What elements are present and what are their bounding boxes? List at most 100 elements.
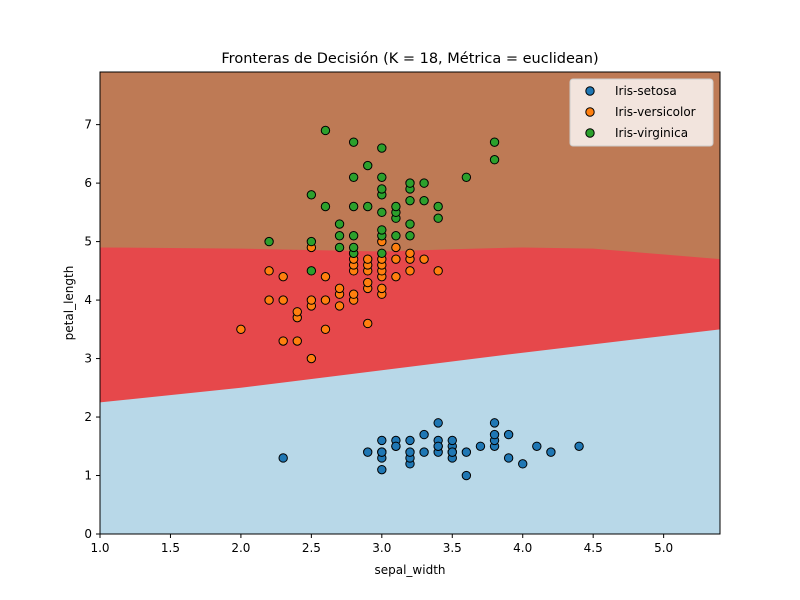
legend-marker-iris-versicolor — [585, 107, 595, 117]
point-iris-versicolor — [292, 307, 302, 317]
point-iris-versicolor — [292, 336, 302, 346]
point-iris-setosa — [546, 447, 556, 457]
point-iris-versicolor — [264, 266, 274, 276]
point-iris-versicolor — [391, 242, 401, 253]
point-iris-versicolor — [363, 318, 373, 329]
y-tick-label: 2 — [84, 410, 92, 424]
x-tick-label: 4.0 — [513, 541, 532, 555]
point-iris-virginica — [306, 190, 317, 200]
point-iris-versicolor — [348, 289, 359, 299]
x-tick-label: 3.0 — [372, 541, 391, 555]
point-iris-virginica — [363, 160, 373, 171]
y-tick-label: 6 — [84, 176, 92, 190]
point-iris-setosa — [489, 418, 500, 428]
point-iris-virginica — [377, 143, 387, 153]
point-iris-setosa — [405, 435, 415, 446]
y-axis-title: petal_length — [62, 266, 76, 341]
point-iris-setosa — [447, 447, 457, 457]
point-iris-setosa — [503, 429, 514, 440]
point-iris-virginica — [489, 155, 500, 165]
point-iris-setosa — [518, 459, 528, 469]
point-iris-virginica — [405, 195, 415, 206]
point-iris-virginica — [320, 201, 331, 212]
x-axis-title: sepal_width — [374, 563, 445, 577]
point-iris-setosa — [447, 435, 457, 446]
point-iris-virginica — [348, 137, 359, 147]
plot-frame — [99, 71, 721, 535]
point-iris-setosa — [405, 447, 415, 457]
point-iris-versicolor — [320, 295, 331, 305]
chart-title: Fronteras de Decisión (K = 18, Métrica =… — [221, 51, 598, 67]
legend-marker-iris-virginica — [585, 128, 595, 138]
point-iris-setosa — [377, 435, 387, 446]
point-iris-versicolor — [334, 301, 345, 311]
point-iris-versicolor — [405, 266, 415, 276]
legend-box — [569, 78, 714, 147]
point-iris-setosa — [433, 441, 443, 451]
point-iris-setosa — [489, 429, 500, 440]
x-tick-label: 2.0 — [231, 541, 250, 555]
point-iris-virginica — [348, 172, 359, 182]
point-iris-setosa — [363, 447, 373, 457]
point-iris-virginica — [405, 231, 415, 241]
point-iris-setosa — [377, 464, 387, 475]
point-iris-setosa — [532, 441, 542, 451]
point-iris-versicolor — [391, 271, 401, 282]
decision-regions — [100, 72, 720, 534]
point-iris-virginica — [461, 172, 472, 182]
point-iris-virginica — [433, 201, 443, 212]
point-iris-virginica — [334, 231, 345, 241]
point-iris-virginica — [306, 266, 317, 276]
point-iris-virginica — [320, 125, 331, 136]
point-iris-versicolor — [278, 295, 288, 305]
legend-marker-iris-setosa — [585, 86, 595, 96]
point-iris-virginica — [391, 231, 401, 241]
x-tick-label: 5.0 — [654, 541, 673, 555]
point-iris-versicolor — [391, 254, 401, 264]
point-iris-versicolor — [334, 283, 345, 294]
point-iris-virginica — [377, 207, 387, 218]
y-tick-label: 3 — [84, 352, 92, 366]
x-tick-label: 3.5 — [443, 541, 462, 555]
region-iris-setosa — [100, 329, 720, 534]
scatter-points — [236, 125, 584, 481]
point-iris-virginica — [306, 236, 317, 247]
point-iris-versicolor — [236, 324, 246, 335]
point-iris-versicolor — [320, 324, 331, 335]
point-iris-versicolor — [306, 353, 317, 364]
point-iris-virginica — [419, 178, 429, 188]
point-iris-virginica — [405, 219, 415, 229]
point-iris-setosa — [574, 441, 584, 451]
point-iris-setosa — [461, 447, 472, 457]
point-iris-versicolor — [278, 336, 288, 346]
point-iris-setosa — [419, 429, 429, 440]
x-tick-label: 2.5 — [302, 541, 321, 555]
y-axis: 0 1 2 3 4 5 6 7 — [84, 118, 100, 541]
point-iris-setosa — [278, 453, 288, 463]
point-iris-virginica — [334, 242, 345, 253]
x-tick-label: 4.5 — [584, 541, 603, 555]
point-iris-virginica — [489, 137, 500, 147]
point-iris-versicolor — [363, 277, 373, 288]
point-iris-versicolor — [264, 295, 274, 305]
point-iris-versicolor — [278, 271, 288, 282]
point-iris-virginica — [419, 195, 429, 206]
x-tick-label: 1.0 — [90, 541, 109, 555]
point-iris-virginica — [264, 236, 274, 247]
legend: Iris-setosa Iris-versicolor Iris-virginica — [569, 78, 714, 147]
point-iris-versicolor — [419, 254, 429, 264]
point-iris-versicolor — [363, 254, 373, 264]
point-iris-versicolor — [306, 295, 317, 305]
x-axis: 1.0 1.5 2.0 2.5 3.0 3.5 4.0 4.5 5.0 — [90, 534, 673, 555]
y-tick-label: 4 — [84, 293, 92, 307]
y-tick-label: 5 — [84, 235, 92, 249]
point-iris-virginica — [348, 242, 359, 253]
point-iris-versicolor — [405, 248, 415, 258]
point-iris-virginica — [377, 184, 387, 194]
point-iris-virginica — [363, 201, 373, 212]
point-iris-setosa — [419, 447, 429, 457]
point-iris-virginica — [348, 231, 359, 241]
point-iris-setosa — [433, 418, 443, 428]
x-tick-label: 1.5 — [161, 541, 180, 555]
